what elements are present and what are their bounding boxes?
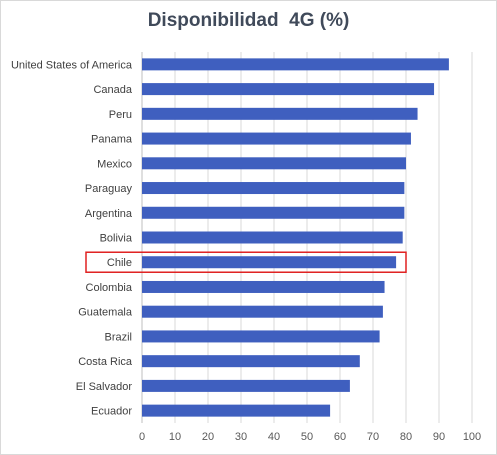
category-label: Brazil: [104, 331, 132, 343]
x-tick-label: 90: [433, 431, 445, 443]
bar: [142, 107, 418, 120]
bar: [142, 330, 380, 343]
bar: [142, 83, 435, 96]
bar: [142, 305, 383, 318]
bar: [142, 206, 405, 219]
category-label: United States of America: [11, 59, 133, 71]
bar: [142, 157, 406, 170]
x-tick-label: 60: [334, 431, 346, 443]
bar: [142, 280, 385, 293]
x-tick-label: 70: [367, 431, 379, 443]
bar: [142, 231, 403, 244]
category-label: Peru: [109, 109, 132, 121]
bar: [142, 182, 405, 195]
x-tick-label: 40: [268, 431, 280, 443]
category-label: Ecuador: [91, 406, 132, 418]
bar: [142, 132, 411, 145]
category-label: Mexico: [97, 158, 132, 170]
bar: [142, 256, 397, 269]
x-tick-label: 10: [169, 431, 181, 443]
bar: [142, 58, 449, 71]
category-label: El Salvador: [76, 381, 133, 393]
category-label: Bolivia: [100, 233, 133, 245]
x-tick-label: 100: [463, 431, 481, 443]
category-label: Chile: [107, 257, 132, 269]
x-tick-label: 50: [301, 431, 313, 443]
category-label: Colombia: [86, 282, 133, 294]
bar: [142, 379, 350, 392]
highlight-box: [85, 251, 407, 273]
bar: [142, 404, 331, 417]
category-label: Paraguay: [85, 183, 133, 195]
chart-title: Disponibilidad 4G (%): [147, 10, 350, 31]
x-tick-label: 30: [235, 431, 247, 443]
category-label: Guatemala: [78, 307, 133, 319]
x-tick-label: 0: [139, 431, 145, 443]
x-tick-label: 20: [202, 431, 214, 443]
x-tick-label: 80: [400, 431, 412, 443]
category-label: Panama: [91, 134, 133, 146]
category-label: Costa Rica: [78, 356, 133, 368]
bar: [142, 355, 360, 368]
category-label: Argentina: [85, 208, 133, 220]
category-label: Canada: [93, 84, 132, 96]
